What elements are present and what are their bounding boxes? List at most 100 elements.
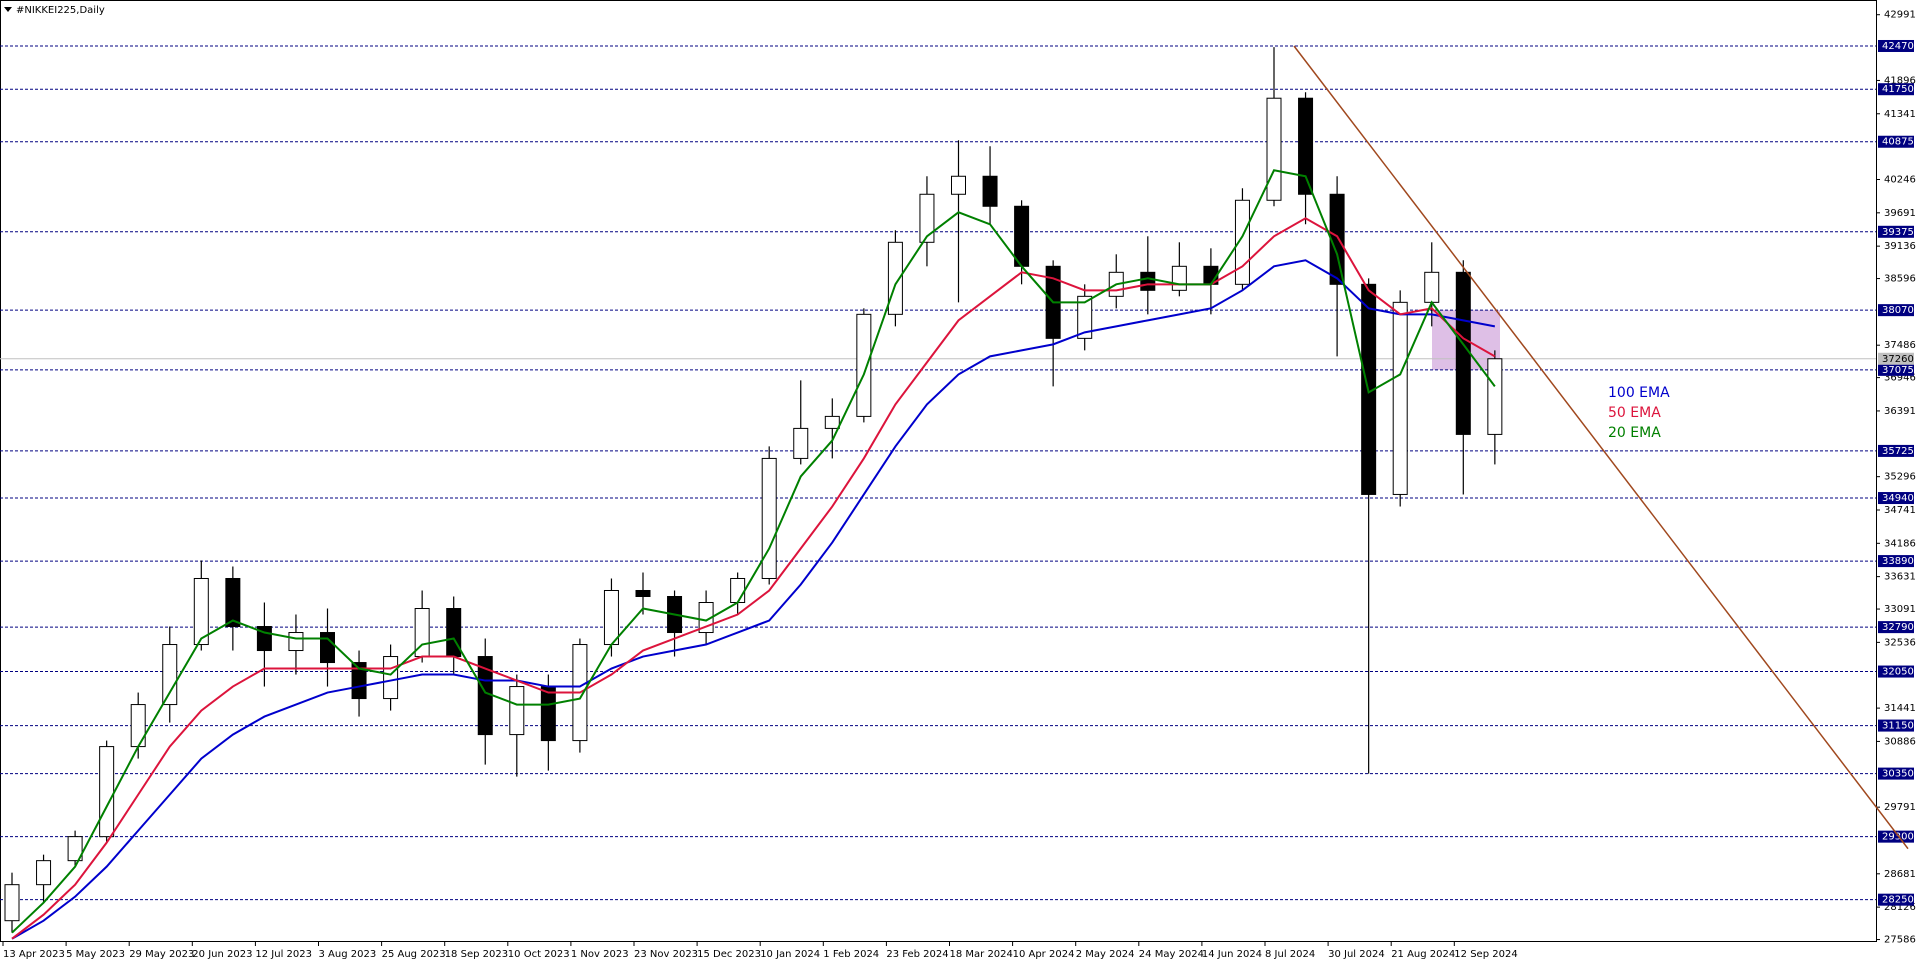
level-label-box [1878,304,1914,317]
x-tick-label: 24 May 2024 [1139,949,1204,960]
candle-body [1329,193,1345,285]
y-tick-label: 39136 [1884,241,1916,252]
x-tick-label: 12 Jul 2023 [255,949,312,960]
level-label-box [1878,830,1914,843]
candle-body [4,884,20,922]
candle-body [1298,97,1314,195]
level-label-box [1878,665,1914,678]
legend-label: 20 EMA [1608,425,1661,441]
ema-line [11,169,1496,934]
level-label-box [1878,492,1914,505]
x-tick-label: 23 Feb 2024 [886,949,948,960]
candle-body [36,860,52,886]
current-price-label: 37260 [1882,354,1914,365]
x-tick-label: 10 Jan 2024 [760,949,820,960]
level-label: 38070 [1882,305,1914,316]
candle-body [383,656,399,700]
candle-body [603,589,619,646]
candle-body [540,686,556,742]
candle-body [1171,265,1187,291]
level-label-box [1878,767,1914,780]
candle-body [793,427,809,459]
candle-body [351,662,367,700]
level-label-box [1878,621,1914,634]
candle-body [730,577,746,604]
candle-body [982,175,998,207]
candle-body [99,746,115,838]
candle-body [193,577,209,646]
plot-frame [0,0,1877,942]
x-tick-label: 21 Aug 2024 [1391,949,1455,960]
level-label-box [1878,555,1914,568]
candle-body [162,644,178,706]
candle-body [824,415,840,429]
y-tick-label: 31441 [1884,703,1916,714]
trendline [1293,45,1909,850]
level-label-box [1878,135,1914,148]
candle-body [856,313,872,417]
candle-body [635,589,651,598]
x-tick-label: 1 Feb 2024 [823,949,879,960]
y-tick-label: 39691 [1884,208,1916,219]
level-label: 28250 [1882,895,1914,906]
y-tick-label: 33631 [1884,572,1916,583]
level-label-box [1878,39,1914,52]
level-label: 29300 [1882,832,1914,843]
level-label: 35725 [1882,446,1914,457]
level-label: 32050 [1882,667,1914,678]
candle-body [1014,205,1030,267]
level-label: 40875 [1882,137,1914,148]
candle-body [919,193,935,243]
level-label: 42470 [1882,41,1914,52]
ema-line [11,217,1496,940]
y-tick-label: 40246 [1884,175,1916,186]
level-label: 32790 [1882,622,1914,633]
y-tick-label: 42991 [1884,10,1916,21]
level-label: 33890 [1882,556,1914,567]
x-tick-label: 1 Nov 2023 [571,949,629,960]
candle-body [1487,358,1503,435]
candle-body [951,175,966,195]
y-tick-label: 29791 [1884,802,1916,813]
level-label: 39375 [1882,227,1914,238]
y-tick-label: 41896 [1884,75,1916,86]
x-tick-label: 25 Aug 2023 [382,949,446,960]
y-tick-label: 34186 [1884,538,1916,549]
level-label: 30350 [1882,769,1914,780]
y-tick-label: 28681 [1884,869,1916,880]
level-label: 31150 [1882,721,1914,732]
x-tick-label: 12 Sep 2024 [1454,949,1517,960]
x-tick-label: 30 Jul 2024 [1328,949,1385,960]
x-tick-label: 2 May 2024 [1076,949,1135,960]
x-tick-label: 29 May 2023 [129,949,194,960]
y-tick-label: 41341 [1884,109,1916,120]
level-label-box [1878,83,1914,96]
x-tick-label: 8 Jul 2024 [1265,949,1315,960]
level-label-box [1878,363,1914,376]
candle-body [761,457,777,579]
candle-body [320,632,335,664]
x-tick-label: 10 Apr 2024 [1013,949,1075,960]
menu-arrow [4,7,12,12]
level-label: 34940 [1882,493,1914,504]
candle-body [225,577,241,628]
legend-label: 100 EMA [1608,385,1670,401]
x-tick-label: 23 Nov 2023 [634,949,698,960]
level-label: 41750 [1882,84,1914,95]
level-label: 37075 [1882,365,1914,376]
y-tick-label: 36946 [1884,373,1916,384]
candle-body [1455,271,1471,435]
candle-body [1077,295,1093,339]
candle-body [1266,97,1282,201]
chart-title: #NIKKEI225,Daily [16,5,105,16]
current-price-box [1878,352,1914,365]
candle-body [1140,271,1156,291]
level-label-box [1878,225,1914,238]
y-tick-label: 30886 [1884,736,1916,747]
x-tick-label: 5 May 2023 [66,949,125,960]
candle-body [1392,301,1408,495]
candle-body [67,836,83,862]
x-tick-label: 18 Mar 2024 [950,949,1013,960]
y-tick-label: 32536 [1884,637,1916,648]
